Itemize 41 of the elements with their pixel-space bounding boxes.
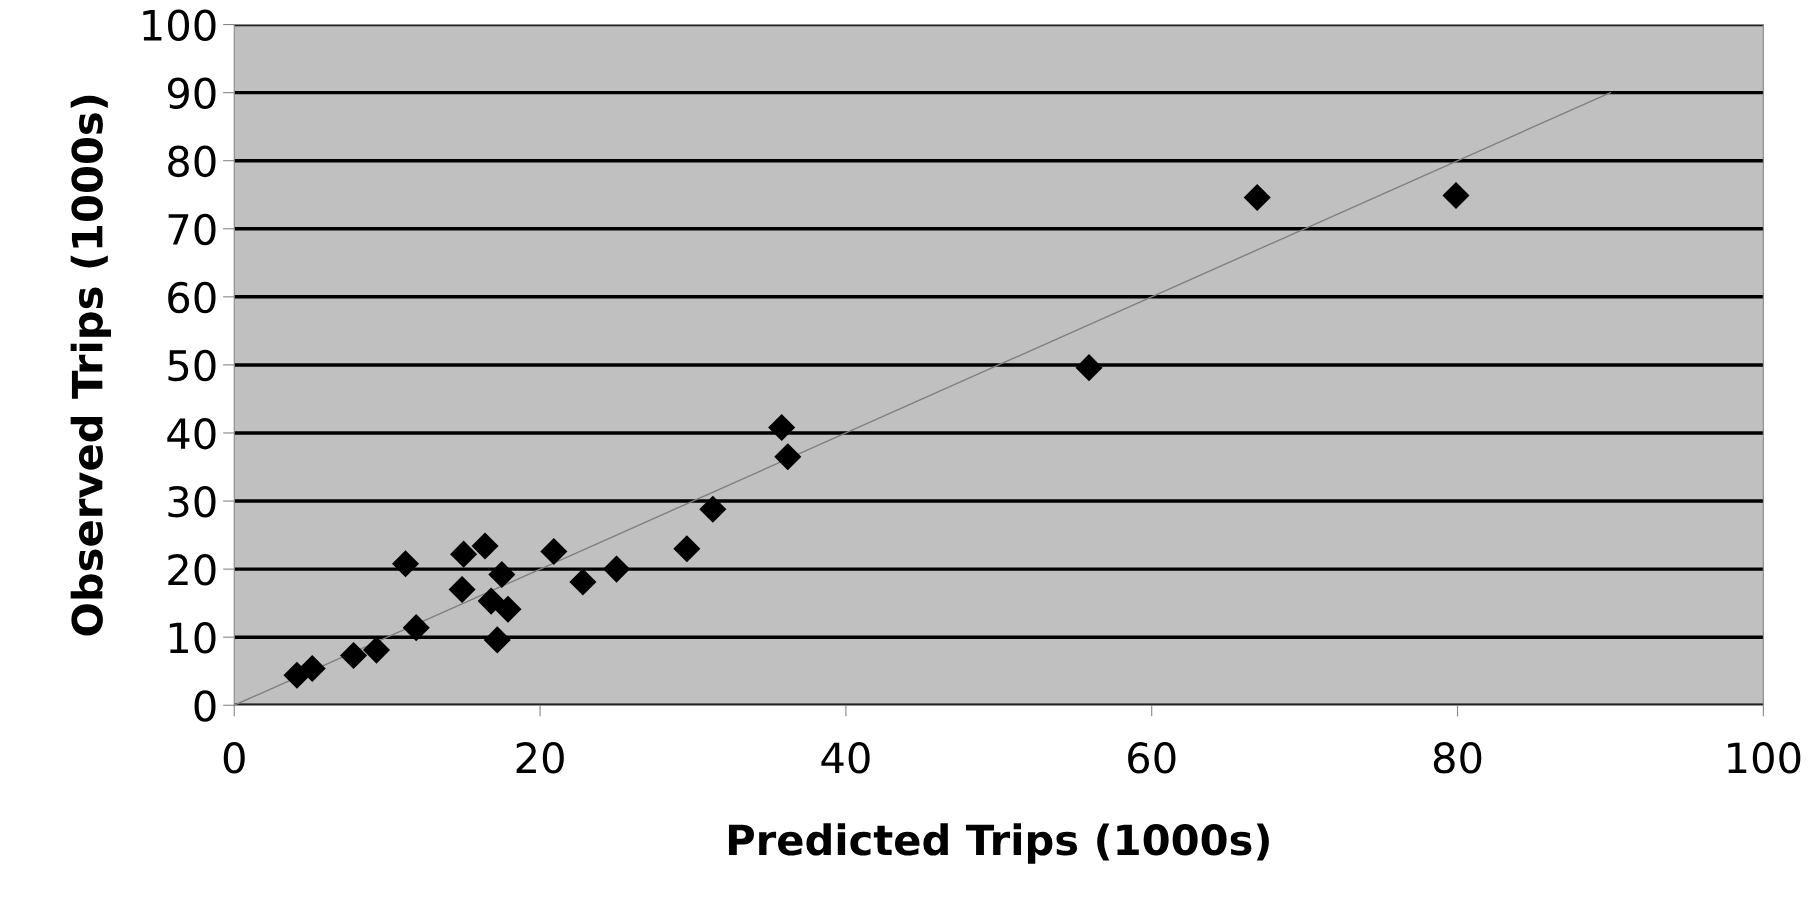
point xyxy=(483,626,511,654)
point xyxy=(402,614,430,642)
x-tick-label: 60 xyxy=(1128,742,1176,774)
point xyxy=(494,595,522,623)
x-tick-label: 100 xyxy=(1728,742,1801,774)
point xyxy=(699,495,727,523)
point xyxy=(768,413,796,442)
point xyxy=(362,636,391,664)
x-axis-title: Predicted Trips (1000s) xyxy=(728,823,1269,864)
point xyxy=(673,535,701,563)
y-tick-label: 20 xyxy=(168,554,216,586)
point xyxy=(1075,354,1103,382)
point xyxy=(488,561,516,589)
x-tick-label: 0 xyxy=(223,742,245,774)
point xyxy=(339,642,368,670)
y-tick-label: 100 xyxy=(143,9,216,41)
y-tick-label: 40 xyxy=(167,417,216,450)
point xyxy=(1442,181,1470,209)
x-tick-label: 80 xyxy=(1433,742,1482,774)
point xyxy=(477,587,505,615)
point xyxy=(391,550,420,578)
point xyxy=(540,537,568,565)
y-tick-label: 0 xyxy=(194,690,216,722)
y-tick-label: 70 xyxy=(168,213,216,246)
x-tick-label: 20 xyxy=(516,742,564,774)
point xyxy=(569,568,597,596)
point xyxy=(774,443,802,471)
y-axis-title: Observed Trips (1000s) xyxy=(70,95,111,636)
y-tick-label: 80 xyxy=(168,145,216,178)
y-tick-label: 60 xyxy=(168,281,216,314)
point xyxy=(602,555,631,583)
point xyxy=(1243,183,1271,211)
point xyxy=(448,576,476,604)
point xyxy=(298,654,326,683)
point xyxy=(471,532,499,560)
y-tick-label: 90 xyxy=(167,77,216,110)
x-tick-label: 40 xyxy=(821,742,870,774)
y-tick-label: 50 xyxy=(168,349,216,382)
y-tick-label: 30 xyxy=(168,485,216,518)
y-tick-label: 10 xyxy=(169,622,216,654)
point xyxy=(450,540,478,568)
